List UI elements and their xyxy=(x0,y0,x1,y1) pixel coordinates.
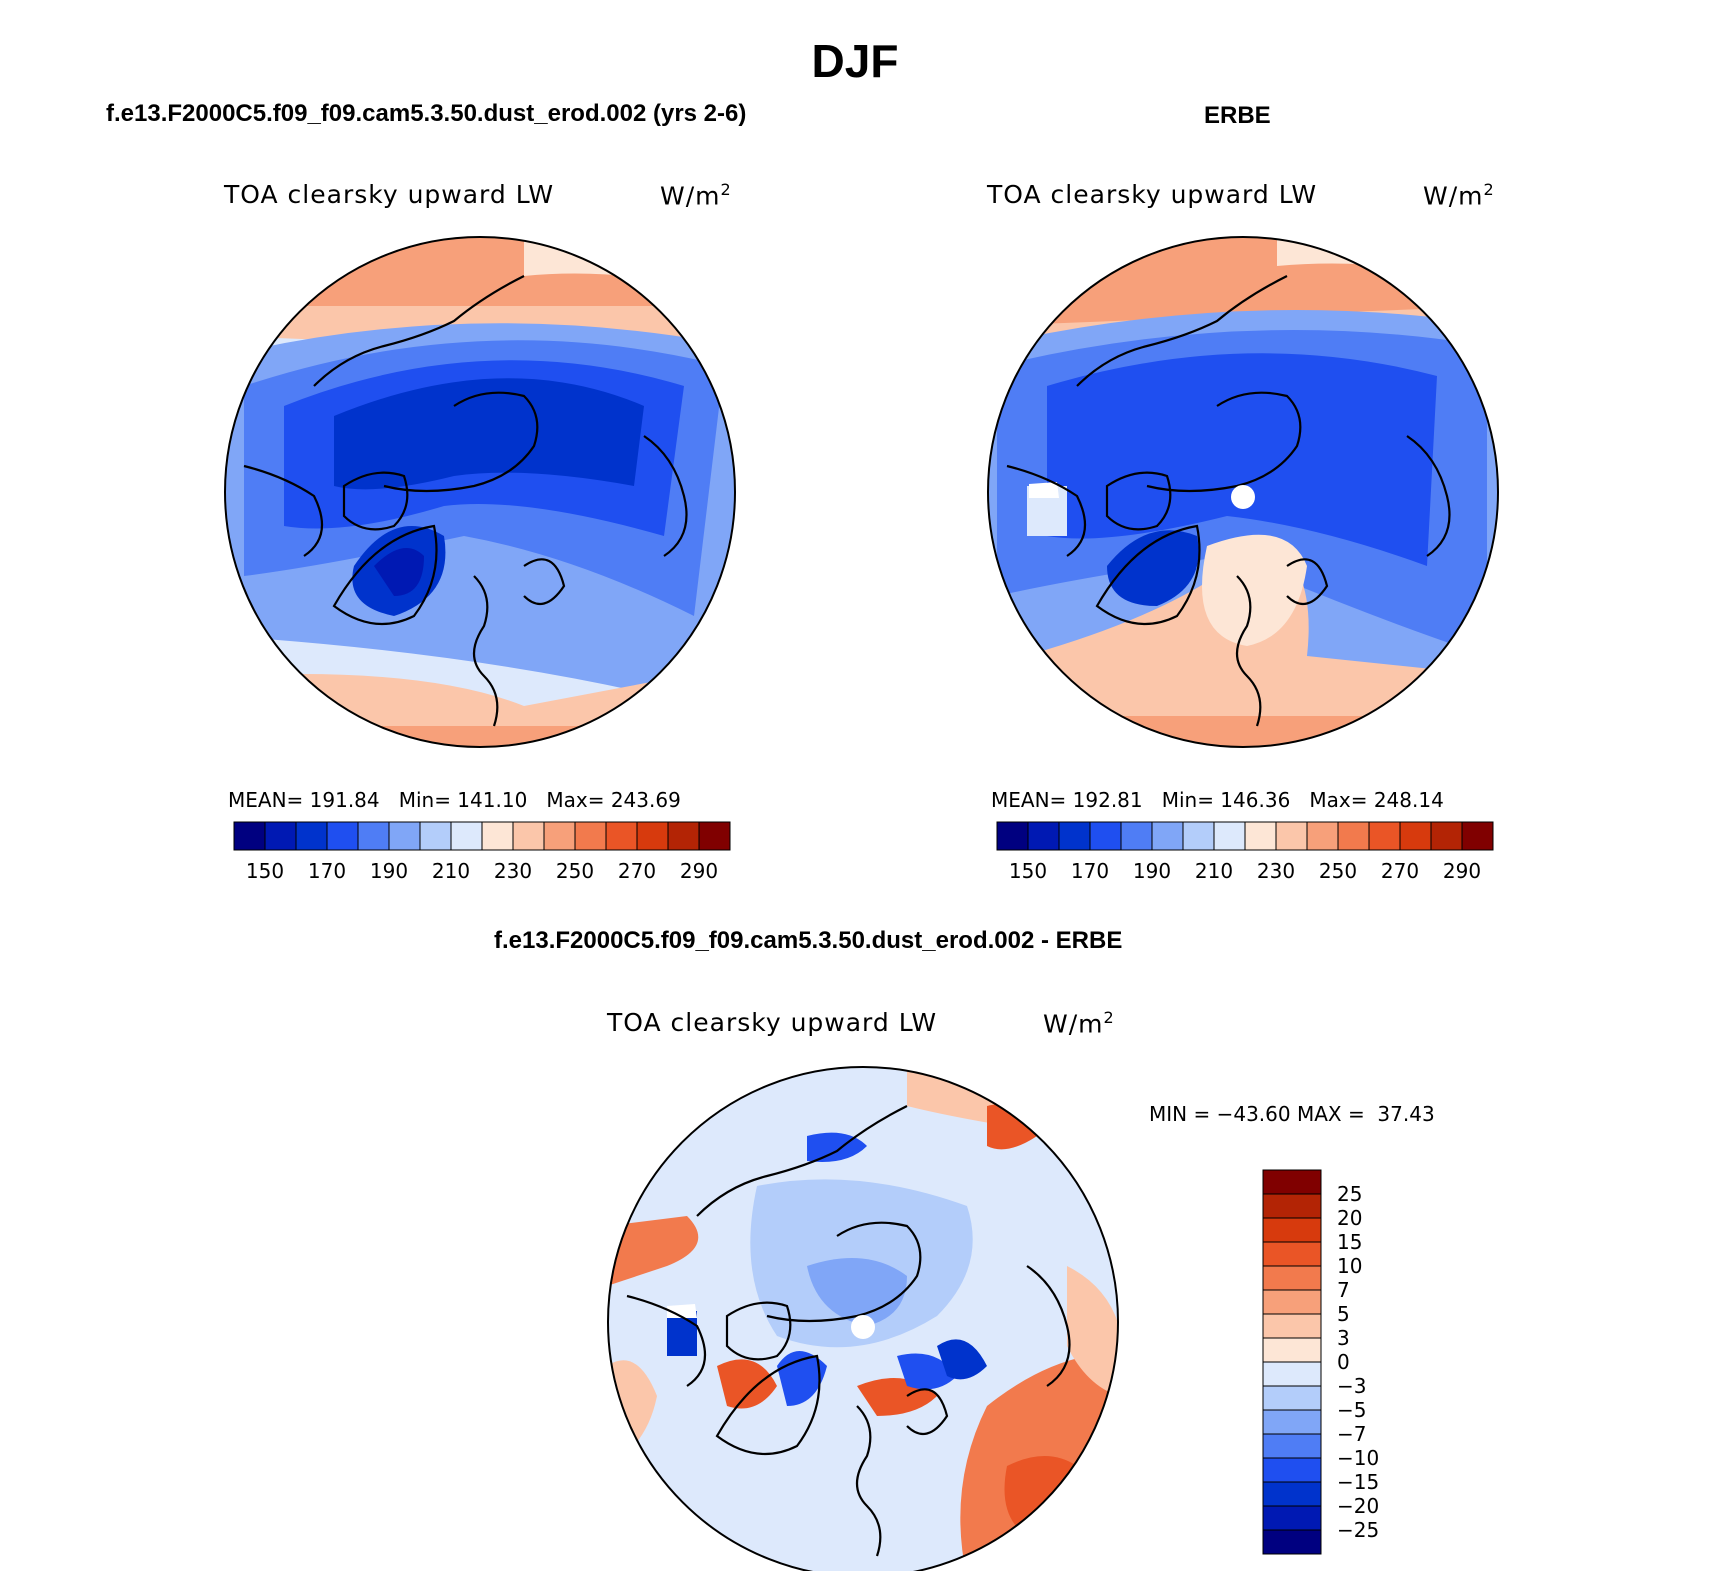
colorbar-swatch xyxy=(1262,1361,1322,1387)
colorbar-tick-label: 250 xyxy=(1319,859,1357,883)
colorbar-swatch xyxy=(1262,1505,1322,1531)
colorbar-swatch xyxy=(1244,821,1277,851)
colorbar-tick-label: 0 xyxy=(1337,1350,1350,1374)
colorbar-tick-label: 210 xyxy=(432,859,470,883)
colorbar-swatch xyxy=(1089,821,1122,851)
colorbar-tick-label: 210 xyxy=(1195,859,1233,883)
colorbar-swatch xyxy=(388,821,421,851)
colorbar-tick-label: 270 xyxy=(1381,859,1419,883)
colorbar-model: 150 170 190 210 230 250 270 290 xyxy=(233,821,731,883)
colorbar-tick-label: 10 xyxy=(1337,1254,1362,1278)
colorbar-swatch xyxy=(667,821,700,851)
colorbar-swatch xyxy=(1262,1241,1322,1267)
colorbar-tick-label: 230 xyxy=(494,859,532,883)
colorbar-swatch xyxy=(996,821,1029,851)
colorbar-tick-label: 290 xyxy=(680,859,718,883)
colorbar-swatch xyxy=(512,821,545,851)
colorbar-swatch xyxy=(1262,1385,1322,1411)
colorbar-swatch xyxy=(1461,821,1494,851)
colorbar-tick-label: −3 xyxy=(1337,1374,1366,1398)
colorbar-swatch xyxy=(574,821,607,851)
panel-title-model: f.e13.F2000C5.f09_f09.cam5.3.50.dust_ero… xyxy=(106,100,747,127)
colorbar-tick-label: 150 xyxy=(1009,859,1047,883)
colorbar-tick-label: −5 xyxy=(1337,1398,1366,1422)
units-label-model: W/m2 xyxy=(660,180,732,211)
colorbar-tick-label: 270 xyxy=(618,859,656,883)
colorbar-swatch xyxy=(1182,821,1215,851)
colorbar-tick-label: −15 xyxy=(1337,1470,1379,1494)
colorbar-tick-label: 25 xyxy=(1337,1182,1362,1206)
colorbar-swatch xyxy=(1262,1337,1322,1363)
polar-map-obs xyxy=(987,236,1499,748)
colorbar-tick-label: 190 xyxy=(370,859,408,883)
colorbar-tick-label: 20 xyxy=(1337,1206,1362,1230)
colorbar-swatch xyxy=(1262,1217,1322,1243)
colorbar-tick-label: 170 xyxy=(308,859,346,883)
colorbar-swatch xyxy=(1213,821,1246,851)
colorbar-swatch xyxy=(1337,821,1370,851)
colorbar-swatch xyxy=(1430,821,1463,851)
variable-label-model: TOA clearsky upward LW xyxy=(224,180,555,209)
colorbar-tick-label: 7 xyxy=(1337,1278,1350,1302)
colorbar-swatch xyxy=(264,821,297,851)
colorbar-swatch xyxy=(419,821,452,851)
variable-label-obs: TOA clearsky upward LW xyxy=(987,180,1318,209)
colorbar-swatch xyxy=(326,821,359,851)
colorbar-swatch xyxy=(1275,821,1308,851)
units-label-obs: W/m2 xyxy=(1423,180,1495,211)
colorbar-swatch xyxy=(1368,821,1401,851)
colorbar-swatch xyxy=(1262,1313,1322,1339)
colorbar-swatch xyxy=(1306,821,1339,851)
colorbar-swatch xyxy=(1262,1529,1322,1555)
stats-model: MEAN= 191.84 Min= 141.10 Max= 243.69 xyxy=(228,788,681,812)
polar-map-diff xyxy=(607,1066,1119,1571)
colorbar-swatch xyxy=(357,821,390,851)
colorbar-swatch xyxy=(1262,1169,1322,1195)
main-title: DJF xyxy=(811,35,899,87)
colorbar-swatch xyxy=(1027,821,1060,851)
colorbar-swatch xyxy=(1120,821,1153,851)
minmax-diff: MIN = −43.60 MAX = 37.43 xyxy=(1149,1102,1435,1126)
colorbar-tick-label: −20 xyxy=(1337,1494,1379,1518)
colorbar-tick-label: 15 xyxy=(1337,1230,1362,1254)
colorbar-tick-label: −7 xyxy=(1337,1422,1366,1446)
colorbar-swatch xyxy=(481,821,514,851)
stats-obs: MEAN= 192.81 Min= 146.36 Max= 248.14 xyxy=(991,788,1444,812)
colorbar-swatch xyxy=(1262,1265,1322,1291)
colorbar-swatch xyxy=(1262,1457,1322,1483)
colorbar-obs: 150 170 190 210 230 250 270 290 xyxy=(996,821,1494,883)
colorbar-tick-label: 190 xyxy=(1133,859,1171,883)
colorbar-swatch xyxy=(543,821,576,851)
colorbar-tick-label: 290 xyxy=(1443,859,1481,883)
colorbar-tick-label: 5 xyxy=(1337,1302,1350,1326)
colorbar-swatch xyxy=(1262,1193,1322,1219)
colorbar-swatch xyxy=(1262,1409,1322,1435)
panel-title-diff: f.e13.F2000C5.f09_f09.cam5.3.50.dust_ero… xyxy=(494,927,1123,954)
colorbar-swatch xyxy=(636,821,669,851)
panel-title-obs: ERBE xyxy=(1204,102,1271,129)
colorbar-swatch xyxy=(1399,821,1432,851)
colorbar-swatch xyxy=(233,821,266,851)
colorbar-tick-label: −10 xyxy=(1337,1446,1379,1470)
colorbar-tick-label: 3 xyxy=(1337,1326,1350,1350)
colorbar-swatch xyxy=(1151,821,1184,851)
colorbar-tick-label: 230 xyxy=(1257,859,1295,883)
variable-label-diff: TOA clearsky upward LW xyxy=(607,1008,938,1037)
colorbar-tick-label: 150 xyxy=(246,859,284,883)
polar-map-model xyxy=(224,236,736,748)
colorbar-tick-label: 170 xyxy=(1071,859,1109,883)
colorbar-tick-label: 250 xyxy=(556,859,594,883)
colorbar-swatch xyxy=(698,821,731,851)
colorbar-swatch xyxy=(1262,1481,1322,1507)
colorbar-swatch xyxy=(450,821,483,851)
colorbar-swatch xyxy=(295,821,328,851)
colorbar-tick-label: −25 xyxy=(1337,1518,1379,1542)
units-label-diff: W/m2 xyxy=(1043,1008,1115,1039)
colorbar-swatch xyxy=(1262,1433,1322,1459)
colorbar-swatch xyxy=(1262,1289,1322,1315)
colorbar-swatch xyxy=(1058,821,1091,851)
colorbar-swatch xyxy=(605,821,638,851)
